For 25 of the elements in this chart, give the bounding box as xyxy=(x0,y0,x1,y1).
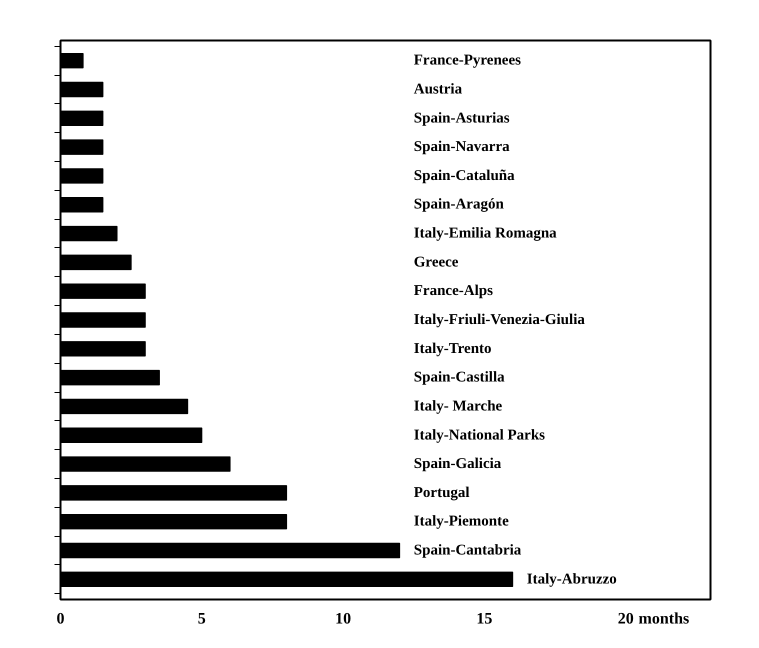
y-tick-label: Spain-Aragón xyxy=(414,196,504,213)
y-tick-label: Spain-Asturias xyxy=(414,110,510,126)
y-tick-label: Italy- Marche xyxy=(414,398,503,414)
y-tick-label: Austria xyxy=(414,81,463,98)
y-tick-label: France-Pyrenees xyxy=(414,52,522,69)
y-tick-label: Italy-Trento xyxy=(414,340,492,357)
x-tick-label: 15 xyxy=(476,610,492,628)
x-axis-title: months xyxy=(638,610,690,628)
y-tick-label: France-Alps xyxy=(414,283,494,300)
y-tick-label: Italy-Emilia Romagna xyxy=(414,226,558,242)
x-tick-label: 10 xyxy=(335,610,352,628)
x-tick-label: 0 xyxy=(56,610,64,628)
y-tick-label: Spain-Galicia xyxy=(414,456,502,472)
y-tick-label: Italy-Friuli-Venezia-Giulia xyxy=(414,312,586,328)
y-tick-label: Spain-Cataluña xyxy=(414,168,516,184)
y-tick-label: Italy-National Parks xyxy=(414,427,546,444)
y-tick-label: Spain-Castilla xyxy=(414,370,506,386)
y-tick-label: Italy-Abruzzo xyxy=(526,571,617,588)
y-tick-label: Italy-Piemonte xyxy=(414,514,510,530)
y-tick-label: Greece xyxy=(414,254,459,270)
y-tick-label: Spain-Navarra xyxy=(414,139,510,156)
x-tick-label: 5 xyxy=(198,610,206,628)
x-tick-label: 20 xyxy=(618,610,634,628)
y-tick-label: Portugal xyxy=(414,484,470,501)
y-tick-label: Spain-Cantabria xyxy=(414,542,522,559)
